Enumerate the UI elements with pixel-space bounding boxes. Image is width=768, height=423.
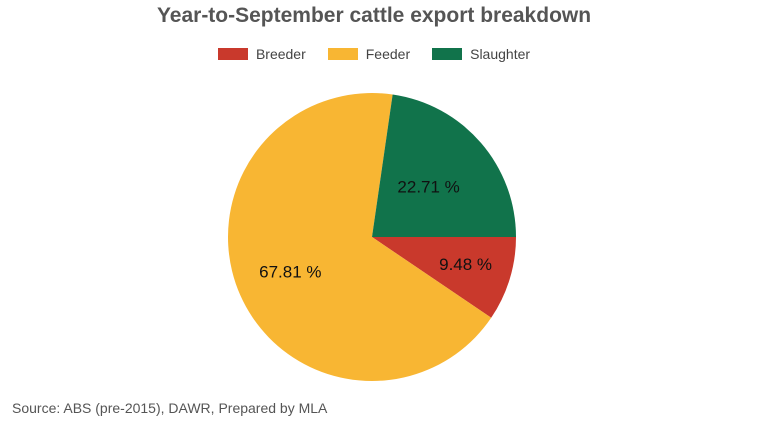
legend-label-breeder: Breeder xyxy=(255,46,306,62)
legend-label-feeder: Feeder xyxy=(365,46,411,62)
slice-label-breeder: 9.48 % xyxy=(439,255,492,274)
legend-item-feeder[interactable]: Feeder xyxy=(327,46,411,62)
legend-swatch-slaughter xyxy=(432,48,463,60)
legend-swatch-feeder xyxy=(327,48,358,60)
slice-label-feeder: 67.81 % xyxy=(259,263,321,282)
pie-slice-slaughter[interactable] xyxy=(372,94,516,237)
slice-label-slaughter: 22.71 % xyxy=(397,177,459,196)
pie-slice-breeder[interactable] xyxy=(372,237,516,318)
chart-legend: Breeder Feeder Slaughter xyxy=(0,46,748,62)
legend-item-slaughter[interactable]: Slaughter xyxy=(432,46,530,62)
legend-swatch-breeder xyxy=(217,48,248,60)
legend-label-slaughter: Slaughter xyxy=(470,46,531,62)
chart-title: Year-to-September cattle export breakdow… xyxy=(156,4,592,27)
source-note: Source: ABS (pre-2015), DAWR, Prepared b… xyxy=(12,400,328,416)
pie-slice-feeder[interactable] xyxy=(228,93,492,382)
legend-item-breeder[interactable]: Breeder xyxy=(217,46,306,62)
